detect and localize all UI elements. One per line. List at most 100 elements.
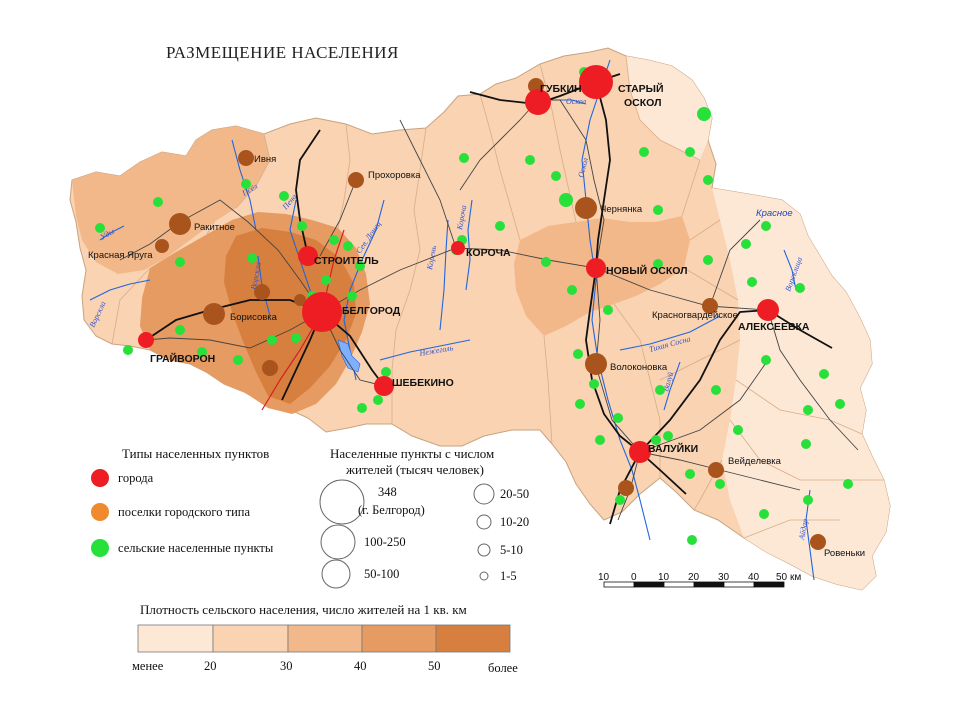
- density-zone-east: [712, 188, 890, 590]
- town-labels: Ивня Прохоровка Ракитное Красная Яруга Ч…: [88, 154, 865, 559]
- city-grayvoron: [138, 332, 154, 348]
- rural-settlement: [575, 399, 585, 409]
- rural-settlement: [233, 355, 243, 365]
- scale-tick: 10: [598, 572, 610, 583]
- city-novy-oskol: [586, 258, 606, 278]
- urban-settlement: [348, 172, 364, 188]
- town-label-volokonovka: Волоконовка: [610, 362, 668, 373]
- legend-rural-marker: [91, 539, 109, 557]
- legend-size-1-5-label: 1-5: [500, 569, 517, 583]
- rural-settlement: [595, 435, 605, 445]
- city-label-stary-oskol-line2: ОСКОЛ: [624, 97, 661, 109]
- urban-settlement: [262, 360, 278, 376]
- river-label: Айдар: [797, 518, 810, 541]
- town-label-ivnya: Ивня: [254, 154, 276, 165]
- legend-sizes-title-2: жителей (тысяч человек): [345, 462, 484, 477]
- rural-settlement: [321, 275, 331, 285]
- city-stary-oskol: [579, 65, 613, 99]
- city-label-alekseevka: АЛЕКСЕЕВКА: [738, 321, 810, 333]
- rural-settlement: [355, 261, 365, 271]
- urban-settlement: [810, 534, 826, 550]
- legend-size-348-label2: (г. Белгород): [358, 503, 425, 517]
- legend-urban-marker: [91, 503, 109, 521]
- urban-settlement: [169, 213, 191, 235]
- rural-settlement: [733, 425, 743, 435]
- urban-settlement: [155, 239, 169, 253]
- legend-size-10-20: [476, 514, 492, 530]
- town-label-krasnaya-yaruga: Красная Яруга: [88, 250, 153, 261]
- scale-unit: км: [790, 572, 801, 583]
- urban-settlement: [294, 294, 306, 306]
- city-shebekino: [374, 376, 394, 396]
- rural-settlement: [803, 495, 813, 505]
- legend-density-title: Плотность сельского населения, число жит…: [140, 602, 467, 617]
- rural-settlement: [651, 435, 661, 445]
- rural-settlement: [711, 385, 721, 395]
- rural-settlement: [197, 347, 207, 357]
- scale-bar-segment: [753, 581, 785, 588]
- legend-size-10-20-label: 10-20: [500, 515, 529, 529]
- city-stroitel: [298, 246, 318, 266]
- scale-tick: 10: [658, 572, 670, 583]
- rural-settlement: [663, 431, 673, 441]
- rural-settlement: [615, 495, 625, 505]
- urban-settlement: [708, 462, 724, 478]
- town-label-prokhorovka: Прохоровка: [368, 170, 421, 181]
- rural-settlement: [715, 479, 725, 489]
- town-label-krasnoe: Красное: [756, 208, 793, 219]
- rural-settlement: [357, 403, 367, 413]
- density-tick-50: 50: [428, 659, 441, 673]
- district-boundaries: [111, 55, 884, 539]
- legend-size-5-10-label: 5-10: [500, 543, 523, 557]
- city-valuyki: [629, 441, 651, 463]
- rural-settlement: [551, 171, 561, 181]
- town-label-rakitnoe: Ракитное: [194, 222, 235, 233]
- city-label-stary-oskol: СТАРЫЙ: [618, 82, 664, 95]
- density-swatch-3: [287, 624, 363, 653]
- city-label-belgorod: БЕЛГОРОД: [342, 305, 401, 317]
- urban-settlement: [618, 480, 634, 496]
- density-zone-west: [72, 126, 270, 274]
- rural-settlement: [761, 221, 771, 231]
- city-label-valuyki: ВАЛУЙКИ: [648, 442, 698, 455]
- rural-settlement: [297, 221, 307, 231]
- rural-settlements: [95, 67, 853, 545]
- legend-city-label: города: [118, 471, 154, 485]
- town-label-veydelevka: Вейделевка: [728, 456, 782, 467]
- rural-settlement: [123, 345, 133, 355]
- legend-sizes: Населенные пункты с числом жителей (тыся…: [319, 446, 529, 589]
- density-swatch-5: [435, 624, 511, 653]
- scale-tick: 50: [776, 572, 788, 583]
- rural-settlement: [95, 223, 105, 233]
- city-label-korocha: КОРОЧА: [466, 247, 511, 259]
- urban-settlement: [238, 150, 254, 166]
- scale-tick: 20: [688, 572, 700, 583]
- city-gubkin: [525, 89, 551, 115]
- rural-settlement: [495, 221, 505, 231]
- town-label-chernyanka: Чернянка: [600, 204, 643, 215]
- town-label-krasnogvardeyskoe: Красногвардейское: [652, 310, 738, 321]
- rural-settlement: [329, 235, 339, 245]
- legend-size-50-100: [321, 559, 351, 589]
- legend-size-348: [319, 479, 365, 525]
- urban-settlement: [575, 197, 597, 219]
- rural-settlement: [747, 277, 757, 287]
- city-label-novy-oskol: НОВЫЙ ОСКОЛ: [606, 264, 688, 277]
- city-label-grayvoron: ГРАЙВОРОН: [150, 352, 215, 365]
- rural-settlement: [761, 355, 771, 365]
- rural-settlement: [603, 305, 613, 315]
- rural-settlement: [703, 255, 713, 265]
- legend-rural-label: сельские населенные пункты: [118, 541, 274, 555]
- legend-size-50-100-label: 50-100: [364, 567, 399, 581]
- river-label: Корочa: [455, 205, 468, 232]
- rural-settlement: [381, 367, 391, 377]
- legend-urban-label: поселки городского типа: [118, 505, 250, 519]
- density-tick-40: 40: [354, 659, 367, 673]
- city-belgorod: [302, 292, 342, 332]
- urban-settlement: [203, 303, 225, 325]
- rural-settlement: [247, 253, 257, 263]
- legend-size-20-50-label: 20-50: [500, 487, 529, 501]
- rural-settlement: [291, 333, 301, 343]
- city-labels: ГУБКИН СТАРЫЙ СТРОИТЕЛЬ КОРОЧА НОВЫЙ ОСК…: [150, 82, 810, 455]
